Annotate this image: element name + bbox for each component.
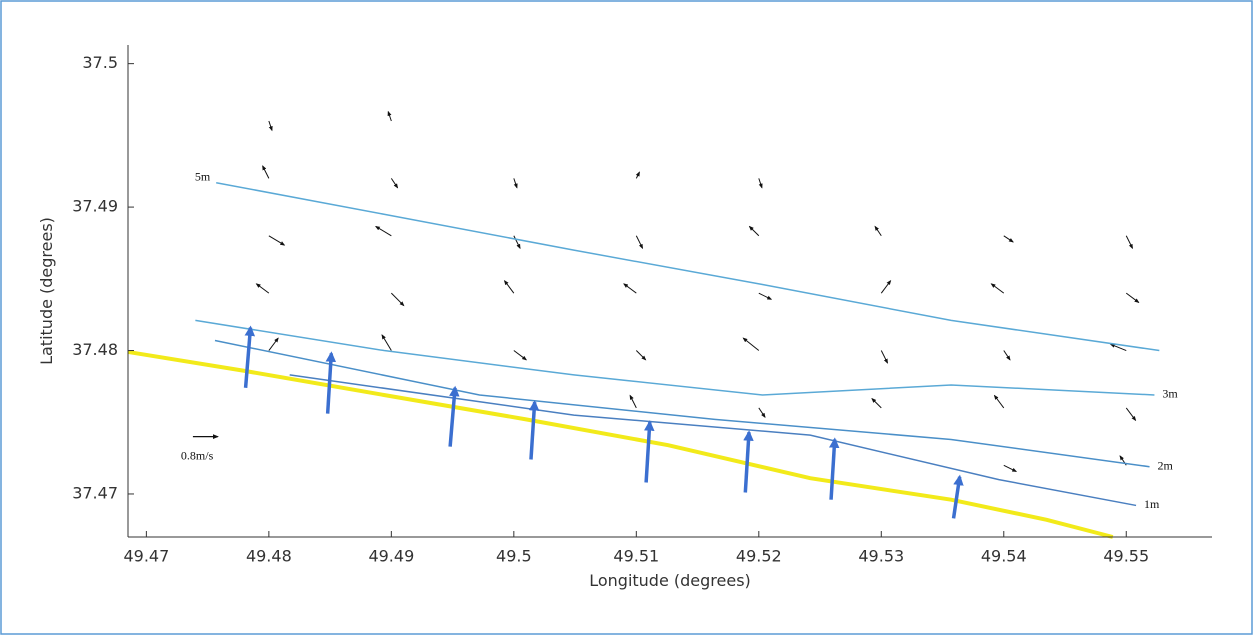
vector xyxy=(390,292,405,307)
rip-arrow xyxy=(448,385,460,447)
contour-line xyxy=(289,374,1137,507)
contour-label: 5m xyxy=(195,169,211,183)
vector xyxy=(635,235,643,250)
x-tick-label: 49.48 xyxy=(246,547,292,566)
y-tick-label: 37.48 xyxy=(72,340,118,359)
contour-label: 3m xyxy=(1162,387,1178,401)
vector xyxy=(268,120,273,132)
vector xyxy=(503,279,515,294)
y-tick-label: 37.5 xyxy=(82,53,118,72)
vector xyxy=(381,334,392,351)
vector xyxy=(513,235,521,250)
contour-label: 2m xyxy=(1158,458,1174,472)
vector xyxy=(990,283,1005,294)
contour-line xyxy=(195,319,1155,396)
vector xyxy=(390,178,399,189)
rip-arrow xyxy=(243,325,256,388)
vector xyxy=(993,394,1005,409)
x-tick-label: 49.53 xyxy=(858,547,904,566)
vector xyxy=(758,407,766,419)
vector xyxy=(629,394,637,409)
vector xyxy=(262,165,270,179)
vector xyxy=(513,350,528,361)
rip-arrow xyxy=(325,351,337,414)
vector xyxy=(742,337,760,351)
scale-label: 0.8m/s xyxy=(181,448,214,462)
vector xyxy=(1125,235,1133,250)
rip-arrow xyxy=(743,430,754,493)
vector xyxy=(874,225,882,237)
rip-arrow xyxy=(528,400,540,460)
vector xyxy=(623,283,637,294)
vector xyxy=(1125,407,1137,422)
x-axis-label: Longitude (degrees) xyxy=(589,571,751,590)
rip-arrow xyxy=(828,437,840,500)
x-tick-label: 49.52 xyxy=(736,547,782,566)
vector xyxy=(513,178,518,189)
vector xyxy=(635,350,647,361)
vector xyxy=(268,235,286,246)
x-tick-label: 49.55 xyxy=(1103,547,1149,566)
rip-arrow xyxy=(644,420,655,483)
vector xyxy=(374,225,392,237)
contour-line xyxy=(216,181,1160,352)
vector xyxy=(635,171,640,179)
x-tick-label: 49.49 xyxy=(368,547,414,566)
y-axis-label: Latitude (degrees) xyxy=(37,217,56,365)
vector xyxy=(1003,464,1018,472)
vector xyxy=(880,279,892,294)
x-tick-label: 49.47 xyxy=(123,547,169,566)
x-tick-label: 49.51 xyxy=(613,547,659,566)
vector xyxy=(268,337,279,351)
y-tick-label: 37.47 xyxy=(72,483,118,502)
rip-arrow xyxy=(951,474,964,519)
vector xyxy=(758,292,773,300)
vector xyxy=(255,283,270,294)
vector xyxy=(1003,235,1014,243)
vector xyxy=(880,350,888,364)
contour-label: 1m xyxy=(1144,497,1160,511)
vector xyxy=(758,178,763,189)
vector xyxy=(1109,343,1127,351)
vector xyxy=(748,225,760,237)
x-tick-label: 49.5 xyxy=(496,547,532,566)
vector xyxy=(1003,350,1011,361)
vector xyxy=(1125,292,1140,304)
shoreline xyxy=(127,349,1114,539)
vector xyxy=(871,397,882,409)
plot-area: 5m 3m 2m 1m 0.8m/s xyxy=(127,110,1178,539)
contour-line xyxy=(214,339,1150,468)
x-tick-label: 49.54 xyxy=(981,547,1027,566)
vector xyxy=(387,110,392,122)
y-tick-label: 37.49 xyxy=(72,197,118,216)
